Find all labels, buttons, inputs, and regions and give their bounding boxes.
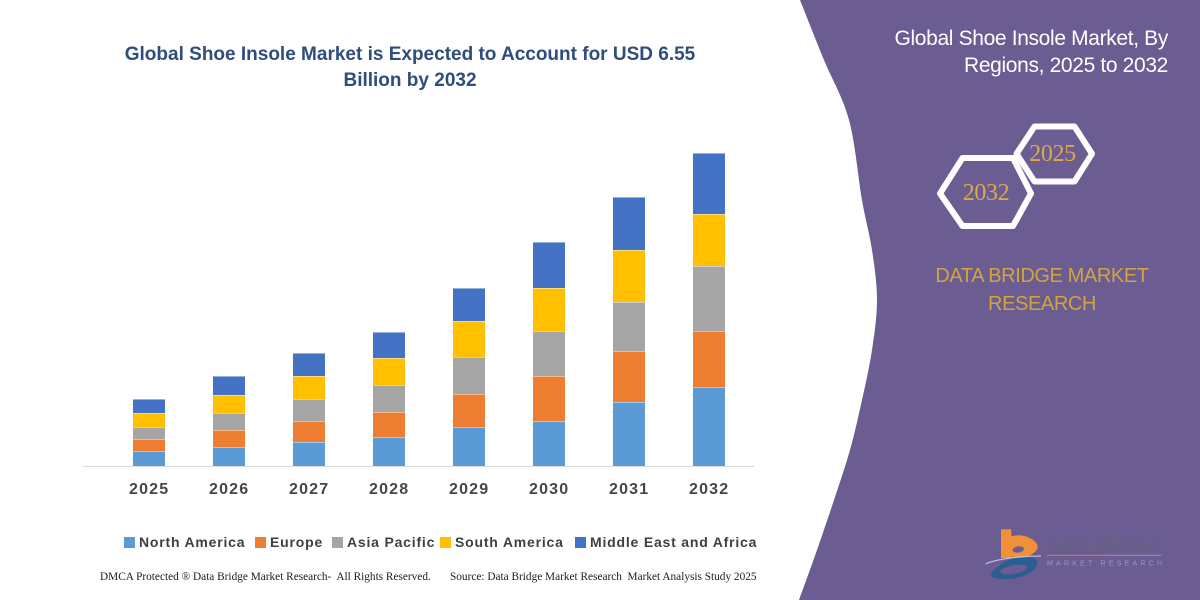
svg-text:2025: 2025 bbox=[1029, 141, 1076, 167]
svg-text:DATA BRIDGE: DATA BRIDGE bbox=[1047, 536, 1161, 557]
svg-text:MARKET RESEARCH: MARKET RESEARCH bbox=[1047, 560, 1162, 567]
svg-text:2032: 2032 bbox=[963, 180, 1009, 206]
